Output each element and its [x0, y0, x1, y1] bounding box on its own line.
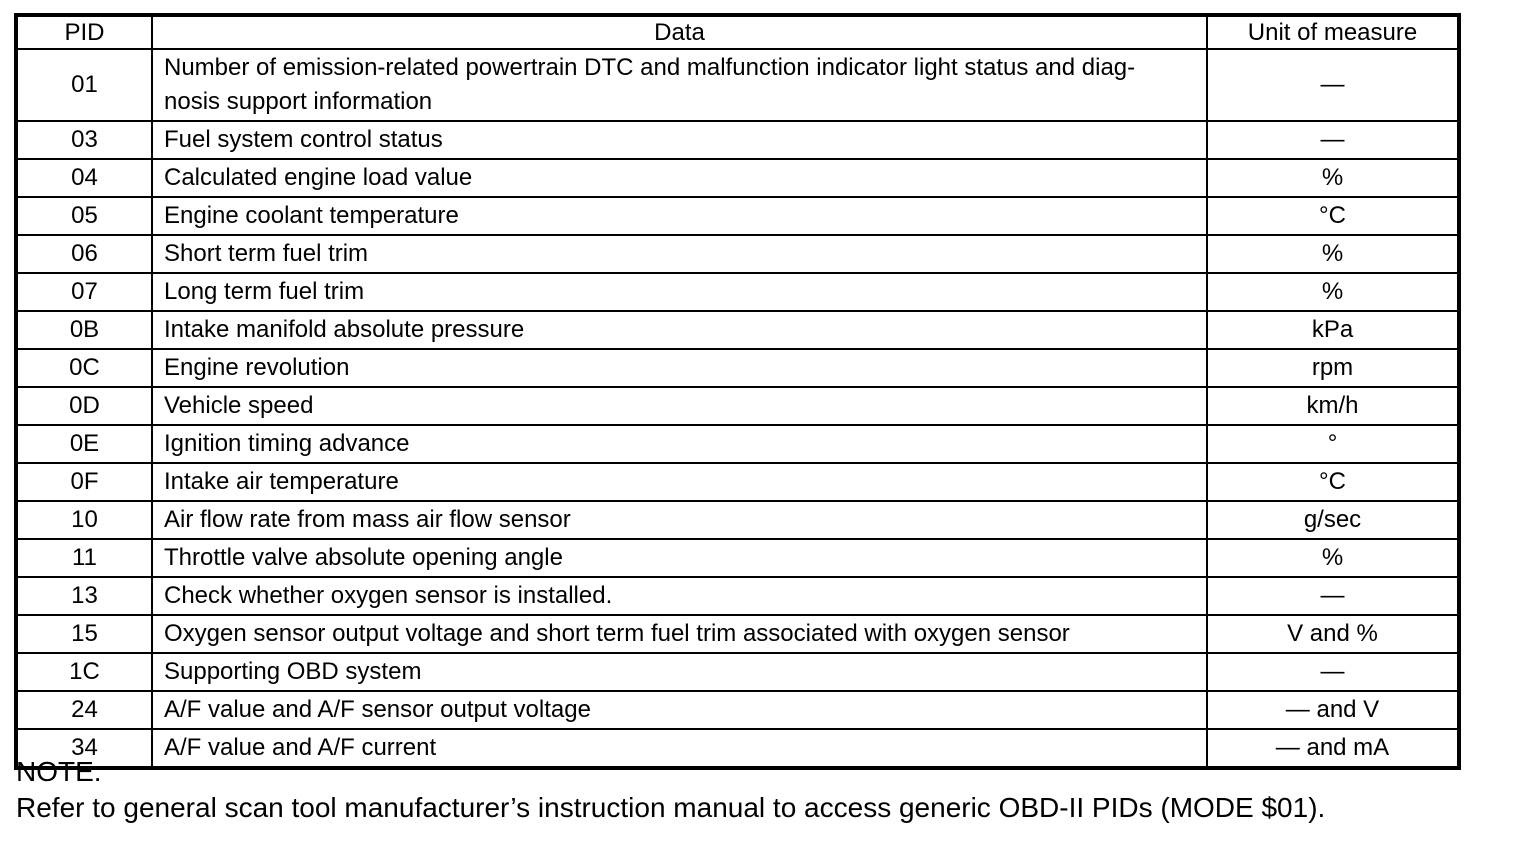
table-header-row: PID Data Unit of measure: [15, 14, 1460, 50]
table-row: 15 Oxygen sensor output voltage and short…: [15, 614, 1460, 654]
table-row: 07 Long term fuel trim%: [15, 272, 1460, 312]
data-cell: Engine coolant temperature: [151, 196, 1208, 236]
unit-cell: rpm: [1206, 348, 1460, 388]
table-row: 11 Throttle valve absolute opening angle%: [15, 538, 1460, 578]
table-row: 0B Intake manifold absolute pressure kPa: [15, 310, 1460, 350]
table-row: 04 Calculated engine load value%: [15, 158, 1460, 198]
pid-cell: 11: [15, 538, 153, 578]
table-row: 05 Engine coolant temperature °C: [15, 196, 1460, 236]
data-cell: Fuel system control status: [151, 120, 1208, 160]
pid-cell: 0F: [15, 462, 153, 502]
table-row: 13 Check whether oxygen sensor is install…: [15, 576, 1460, 616]
data-cell: Long term fuel trim: [151, 272, 1208, 312]
pid-cell: 0C: [15, 348, 153, 388]
data-cell: Calculated engine load value: [151, 158, 1208, 198]
pid-cell: 15: [15, 614, 153, 654]
unit-cell: V and %: [1206, 614, 1460, 654]
unit-cell: %: [1206, 272, 1460, 312]
unit-cell: — and mA: [1206, 728, 1460, 769]
note-section: NOTE: Refer to general scan tool manufac…: [16, 754, 1506, 826]
data-cell: A/F value and A/F sensor output voltage: [151, 690, 1208, 730]
unit-cell: g/sec: [1206, 500, 1460, 540]
note-text: Refer to general scan tool manufacturer’…: [16, 792, 1326, 823]
pid-cell: 01: [15, 48, 153, 122]
pid-cell: 24: [15, 690, 153, 730]
unit-cell: °C: [1206, 196, 1460, 236]
data-cell: Vehicle speed: [151, 386, 1208, 426]
unit-cell: —: [1206, 652, 1460, 692]
pid-cell: 0E: [15, 424, 153, 464]
data-cell: Air flow rate from mass air flow sensor: [151, 500, 1208, 540]
data-cell: Engine revolution: [151, 348, 1208, 388]
pid-cell: 0D: [15, 386, 153, 426]
pid-cell: 05: [15, 196, 153, 236]
unit-cell: kPa: [1206, 310, 1460, 350]
unit-cell: —: [1206, 576, 1460, 616]
unit-cell: °C: [1206, 462, 1460, 502]
unit-cell: —: [1206, 48, 1460, 122]
data-cell: Intake manifold absolute pressure: [151, 310, 1208, 350]
pid-cell: 07: [15, 272, 153, 312]
pid-cell: 1C: [15, 652, 153, 692]
data-cell: Supporting OBD system: [151, 652, 1208, 692]
note-title: NOTE:: [16, 756, 102, 787]
table-row: 1C Supporting OBD system —: [15, 652, 1460, 692]
data-cell: Throttle valve absolute opening angle: [151, 538, 1208, 578]
data-cell: Number of emission-related powertrain DT…: [151, 48, 1208, 122]
data-cell: Short term fuel trim: [151, 234, 1208, 274]
data-cell: Ignition timing advance: [151, 424, 1208, 464]
header-unit: Unit of measure: [1206, 14, 1460, 50]
unit-cell: —: [1206, 120, 1460, 160]
data-cell: Check whether oxygen sensor is installed…: [151, 576, 1208, 616]
table-row: 0C Engine revolution rpm: [15, 348, 1460, 388]
header-pid: PID: [15, 14, 153, 50]
data-cell: Oxygen sensor output voltage and short t…: [151, 614, 1208, 654]
pid-cell: 34: [15, 728, 153, 769]
header-data: Data: [151, 14, 1208, 50]
table-row: 34 A/F value and A/F current — and mA: [15, 728, 1460, 769]
pid-table: PID Data Unit of measure 01 Number of emi…: [14, 13, 1461, 770]
data-cell: A/F value and A/F current: [151, 728, 1208, 769]
unit-cell: °: [1206, 424, 1460, 464]
unit-cell: %: [1206, 158, 1460, 198]
pid-cell: 10: [15, 500, 153, 540]
pid-cell: 03: [15, 120, 153, 160]
unit-cell: km/h: [1206, 386, 1460, 426]
table-row: 0F Intake air temperature °C: [15, 462, 1460, 502]
table-row: 10 Air flow rate from mass air flow senso…: [15, 500, 1460, 540]
pid-cell: 0B: [15, 310, 153, 350]
table-row: 0E Ignition timing advance °: [15, 424, 1460, 464]
unit-cell: %: [1206, 538, 1460, 578]
data-cell: Intake air temperature: [151, 462, 1208, 502]
pid-table-body: 01 Number of emission-related powertrain …: [15, 48, 1460, 769]
table-row: 03 Fuel system control status —: [15, 120, 1460, 160]
unit-cell: — and V: [1206, 690, 1460, 730]
table-row: 24 A/F value and A/F sensor output voltag…: [15, 690, 1460, 730]
pid-cell: 04: [15, 158, 153, 198]
pid-cell: 06: [15, 234, 153, 274]
unit-cell: %: [1206, 234, 1460, 274]
table-row: 0D Vehicle speed km/h: [15, 386, 1460, 426]
pid-cell: 13: [15, 576, 153, 616]
table-row: 01 Number of emission-related powertrain …: [15, 48, 1460, 122]
table-row: 06 Short term fuel trim%: [15, 234, 1460, 274]
